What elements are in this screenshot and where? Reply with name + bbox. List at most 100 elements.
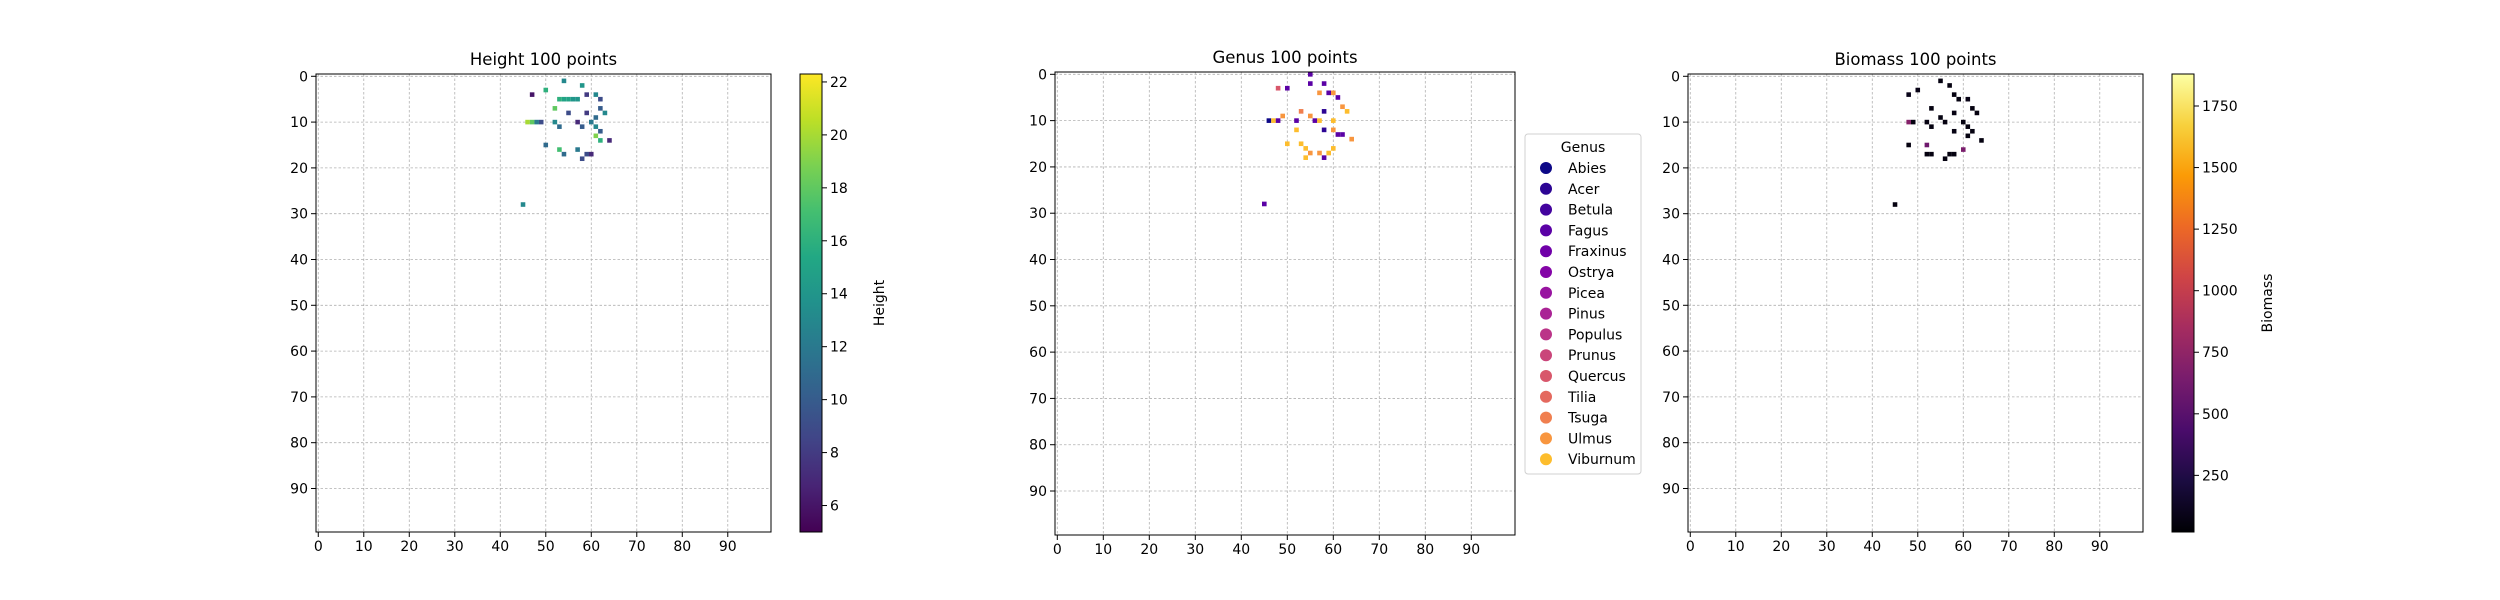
data-cell	[1961, 147, 1966, 152]
colorbar-tick-label: 1750	[2202, 99, 2238, 115]
data-cell	[1938, 78, 1943, 84]
data-cell	[1321, 155, 1327, 160]
data-cell	[1915, 87, 1921, 93]
chart-panel-1: 0 10 20 30 40 50 60 70 80 90 0 10 20 30 40 50 60 70 80 90 He…	[290, 50, 888, 555]
y-tick-label: 0	[299, 69, 308, 85]
x-tick-label: 0	[314, 539, 323, 555]
data-cell	[1285, 141, 1290, 147]
colorbar-label: Height	[872, 279, 888, 326]
data-cell	[1929, 124, 1934, 129]
data-cell	[1929, 106, 1934, 111]
x-tick-label: 40	[491, 539, 509, 555]
y-tick-label: 20	[1029, 160, 1047, 176]
colorbar-tick-label: 6	[830, 499, 839, 515]
data-cell	[520, 202, 526, 207]
x-tick-label: 80	[1416, 542, 1434, 558]
x-tick-label: 70	[2000, 539, 2018, 555]
data-cell	[1924, 119, 1930, 125]
data-cell	[1298, 141, 1304, 147]
y-tick-label: 10	[290, 115, 308, 131]
legend-marker	[1540, 411, 1552, 424]
colorbar-tick-label: 8	[830, 446, 839, 462]
x-tick-label: 10	[1094, 542, 1112, 558]
y-tick-label: 0	[1671, 69, 1680, 85]
y-tick-label: 0	[1038, 67, 1047, 83]
chart-title: Genus 100 points	[1212, 48, 1357, 67]
data-cell	[1312, 118, 1318, 123]
legend-marker	[1540, 286, 1552, 299]
legend-entry-label: Quercus	[1568, 369, 1626, 385]
data-cell	[1910, 119, 1916, 125]
data-cell	[593, 133, 599, 139]
colorbar-tick-label: 500	[2202, 407, 2229, 423]
legend-marker	[1540, 162, 1552, 174]
data-cell	[1924, 142, 1930, 148]
data-cell	[1271, 118, 1276, 123]
data-cell	[1951, 92, 1957, 97]
data-cell	[1294, 118, 1299, 123]
data-cell	[1951, 110, 1957, 116]
colorbar-label: Biomass	[2260, 274, 2276, 333]
legend-entry-label: Acer	[1568, 182, 1600, 198]
data-cell	[1335, 132, 1341, 137]
y-tick-label: 80	[1662, 436, 1680, 452]
data-cell	[584, 110, 589, 116]
x-tick-label: 10	[1727, 539, 1745, 555]
x-tick-label: 50	[1278, 542, 1296, 558]
x-tick-label: 20	[400, 539, 418, 555]
data-cell	[1340, 132, 1345, 137]
plot-area	[316, 74, 771, 532]
data-cell	[589, 151, 594, 157]
data-cell	[570, 96, 576, 102]
data-cell	[1298, 109, 1304, 114]
y-tick-label: 40	[290, 252, 308, 268]
legend-entry-label: Tsuga	[1567, 411, 1608, 427]
x-tick-label: 30	[446, 539, 464, 555]
legend-entry-label: Populus	[1568, 327, 1622, 343]
data-cell	[525, 119, 530, 125]
data-cell	[575, 147, 580, 152]
legend-title: Genus	[1561, 140, 1606, 156]
y-tick-label: 10	[1662, 115, 1680, 131]
data-cell	[1970, 106, 1975, 111]
data-cell	[1892, 202, 1898, 207]
data-cell	[1947, 83, 1952, 88]
y-tick-label: 60	[1029, 345, 1047, 361]
legend-marker	[1540, 245, 1552, 258]
colorbar-tick-label: 16	[830, 234, 848, 250]
x-tick-label: 80	[2045, 539, 2063, 555]
data-cell	[1942, 119, 1948, 125]
data-cell	[1906, 119, 1911, 125]
legend-entry-label: Fagus	[1568, 223, 1608, 239]
legend-marker	[1540, 182, 1552, 195]
data-cell	[566, 96, 571, 102]
x-tick-label: 30	[1818, 539, 1836, 555]
y-tick-label: 60	[290, 344, 308, 360]
legend-entry-label: Viburnum	[1568, 452, 1636, 468]
y-tick-label: 50	[1029, 299, 1047, 315]
colorbar	[799, 73, 823, 533]
y-tick-label: 90	[1662, 481, 1680, 497]
data-cell	[566, 110, 571, 116]
plot-area	[1055, 72, 1515, 535]
colorbar-tick-label: 14	[830, 287, 848, 303]
data-cell	[1956, 96, 1961, 102]
data-cell	[1331, 127, 1336, 133]
y-tick-label: 30	[1029, 206, 1047, 222]
legend-marker	[1540, 307, 1552, 320]
legend-entry-label: Ostrya	[1568, 265, 1614, 281]
x-tick-label: 80	[673, 539, 691, 555]
x-tick-label: 90	[719, 539, 737, 555]
data-cell	[598, 128, 603, 134]
axes-frame	[1687, 73, 2144, 533]
legend-marker	[1540, 370, 1552, 382]
colorbar-tick-label: 1250	[2202, 222, 2238, 238]
legend-marker	[1540, 328, 1552, 341]
data-cell	[1340, 104, 1345, 110]
chart-panel-3: 0 10 20 30 40 50 60 70 80 90 0 10 20 30 40 50 60 70 80 90 Bi…	[1662, 50, 2276, 555]
data-cell	[1262, 201, 1267, 207]
legend-marker	[1540, 349, 1552, 362]
data-cell	[1317, 90, 1322, 96]
data-cell	[561, 78, 567, 84]
data-cell	[1303, 146, 1308, 151]
